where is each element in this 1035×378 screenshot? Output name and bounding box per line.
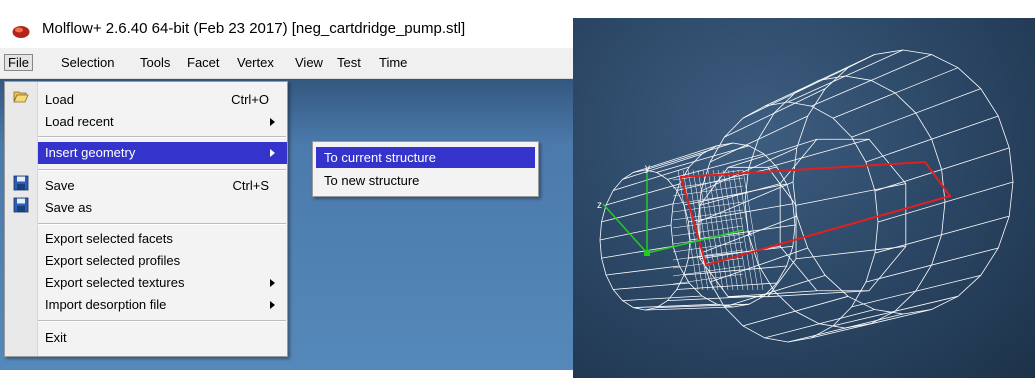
menu-bar: File Selection Tools Facet Vertex View T… — [0, 48, 573, 79]
menu-item-save[interactable]: Save Ctrl+S — [45, 178, 269, 193]
menu-item-insert-geometry[interactable]: Insert geometry — [38, 142, 287, 164]
title-bar: Molflow+ 2.6.40 64-bit (Feb 23 2017) [ne… — [0, 0, 573, 48]
menu-tools[interactable]: Tools — [140, 55, 171, 70]
menu-item-import-desorption[interactable]: Import desorption file — [38, 294, 287, 316]
origin-marker — [644, 250, 650, 256]
floppy-disk-icon — [13, 197, 29, 213]
z-axis-label: z — [597, 200, 602, 211]
menu-item-export-textures[interactable]: Export selected textures — [38, 272, 287, 294]
menu-view[interactable]: View — [295, 55, 323, 70]
menu-item-save-as[interactable]: Save as — [45, 200, 92, 215]
pump-wireframe — [599, 49, 1014, 343]
menu-separator — [38, 223, 286, 225]
floppy-disk-icon — [13, 175, 29, 191]
menu-item-exit[interactable]: Exit — [45, 330, 67, 345]
molflow-logo-icon — [12, 26, 30, 38]
menu-selection[interactable]: Selection — [61, 55, 115, 70]
x-axis-label: x — [747, 228, 752, 239]
menu-item-load-recent[interactable]: Load recent — [38, 111, 287, 133]
y-axis-label: y — [645, 163, 650, 174]
z-axis-line — [602, 203, 648, 254]
window-title: Molflow+ 2.6.40 64-bit (Feb 23 2017) [ne… — [42, 20, 466, 37]
3d-viewer[interactable]: x y z — [573, 0, 1035, 378]
menu-file[interactable]: File — [4, 54, 33, 71]
wireframe-geometry[interactable]: x y z — [573, 0, 1035, 378]
selected-facet — [679, 160, 952, 267]
insert-geometry-submenu: To current structure To new structure — [312, 141, 539, 197]
submenu-item-to-new-structure[interactable]: To new structure — [324, 173, 420, 188]
menu-item-load[interactable]: Load Ctrl+O — [45, 92, 269, 107]
submenu-arrow-icon — [270, 279, 275, 287]
menu-test[interactable]: Test — [337, 55, 361, 70]
menu-facet[interactable]: Facet — [187, 55, 220, 70]
submenu-arrow-icon — [270, 118, 275, 126]
submenu-item-to-current-structure[interactable]: To current structure — [316, 147, 535, 168]
folder-open-icon — [13, 91, 29, 103]
menu-separator — [38, 169, 286, 171]
menu-time[interactable]: Time — [379, 55, 408, 70]
submenu-arrow-icon — [270, 301, 275, 309]
menu-item-export-facets[interactable]: Export selected facets — [45, 231, 173, 246]
submenu-arrow-icon — [270, 149, 275, 157]
menu-separator — [38, 136, 286, 138]
menu-item-export-profiles[interactable]: Export selected profiles — [45, 253, 181, 268]
mesh-grid — [672, 169, 764, 291]
file-menu-dropdown: Load Ctrl+O Load recent Insert geometry … — [4, 81, 288, 357]
menu-vertex[interactable]: Vertex — [237, 55, 274, 70]
menu-separator — [38, 320, 286, 322]
x-axis-line — [646, 229, 744, 254]
